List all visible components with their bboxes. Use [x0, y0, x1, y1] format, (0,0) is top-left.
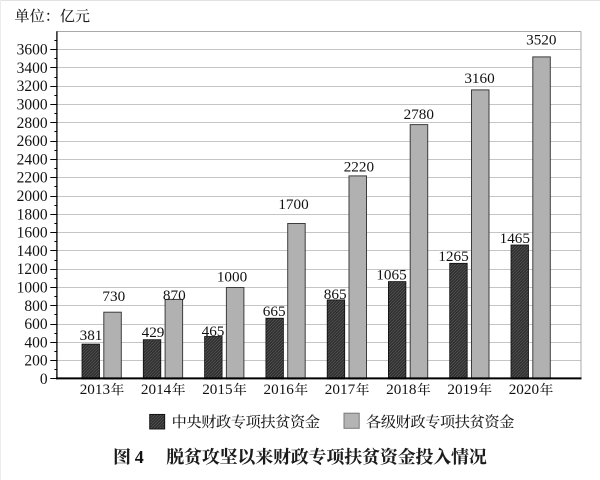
- svg-text:2000: 2000: [17, 188, 48, 205]
- svg-text:730: 730: [102, 288, 125, 305]
- svg-text:2600: 2600: [17, 133, 48, 150]
- svg-text:1265: 1265: [438, 248, 468, 265]
- svg-text:3200: 3200: [17, 78, 48, 95]
- svg-text:200: 200: [24, 353, 48, 370]
- svg-text:2018: 2018: [386, 381, 417, 398]
- svg-text:2220: 2220: [344, 159, 375, 176]
- svg-text:465: 465: [202, 323, 225, 340]
- svg-text:665: 665: [263, 303, 286, 320]
- svg-text:1065: 1065: [376, 267, 406, 284]
- svg-text:1000: 1000: [217, 269, 248, 286]
- svg-text:2014: 2014: [141, 381, 172, 398]
- svg-text:3520: 3520: [526, 32, 557, 49]
- svg-text:1700: 1700: [278, 196, 309, 213]
- svg-text:870: 870: [163, 287, 186, 304]
- svg-text:1400: 1400: [17, 243, 48, 260]
- svg-text:381: 381: [80, 327, 103, 344]
- svg-text:3600: 3600: [17, 42, 48, 59]
- svg-text:2013: 2013: [80, 381, 110, 398]
- svg-text:3160: 3160: [464, 70, 495, 87]
- svg-text:2015: 2015: [202, 381, 232, 398]
- svg-text:4: 4: [135, 447, 144, 467]
- svg-text:400: 400: [24, 334, 48, 351]
- svg-text:2020: 2020: [509, 381, 540, 398]
- svg-text:2016: 2016: [264, 381, 295, 398]
- svg-text:429: 429: [142, 324, 165, 341]
- svg-text:2800: 2800: [17, 115, 48, 132]
- svg-text:2780: 2780: [404, 106, 435, 123]
- svg-text:865: 865: [324, 286, 347, 303]
- svg-text:1600: 1600: [17, 225, 48, 242]
- svg-text:1000: 1000: [17, 280, 48, 297]
- svg-text:2400: 2400: [17, 151, 48, 168]
- svg-text:2017: 2017: [325, 381, 356, 398]
- svg-text:600: 600: [24, 316, 48, 333]
- svg-text:2200: 2200: [17, 170, 48, 187]
- svg-text:1800: 1800: [17, 206, 48, 223]
- svg-text:1200: 1200: [17, 261, 48, 278]
- svg-text:800: 800: [24, 298, 48, 315]
- svg-text:1465: 1465: [500, 230, 530, 247]
- svg-text:3000: 3000: [17, 97, 48, 114]
- svg-text:3400: 3400: [17, 60, 48, 77]
- svg-text:0: 0: [40, 371, 48, 388]
- svg-text:2019: 2019: [447, 381, 477, 398]
